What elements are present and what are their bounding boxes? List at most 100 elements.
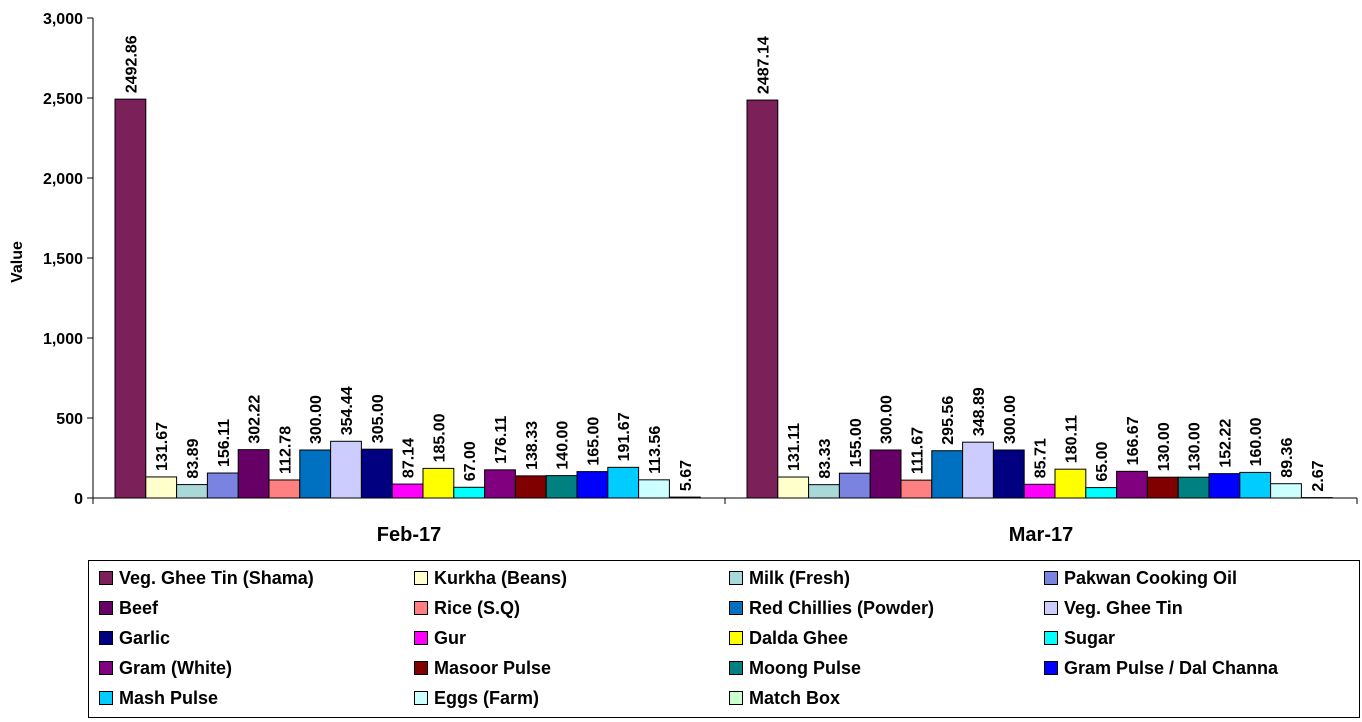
legend-label: Garlic bbox=[119, 627, 171, 648]
bar bbox=[576, 471, 609, 499]
legend-item: Eggs (Farm) bbox=[414, 684, 539, 712]
bar-data-label: 2492.86 bbox=[123, 35, 140, 93]
x-axis: Feb-17 Mar-17 bbox=[92, 497, 1358, 546]
bars bbox=[114, 98, 1333, 499]
bar bbox=[1023, 483, 1056, 499]
bar-data-label: 131.67 bbox=[154, 422, 171, 471]
legend-label: Rice (S.Q) bbox=[434, 597, 521, 618]
bar bbox=[206, 472, 239, 499]
bar-data-label: 5.67 bbox=[678, 460, 695, 491]
bar-data-label: 180.11 bbox=[1063, 415, 1080, 463]
bar bbox=[962, 441, 994, 499]
bar-data-label: 354.44 bbox=[339, 386, 356, 435]
bar-data-label: 83.33 bbox=[817, 439, 834, 479]
bar-data-label: 83.89 bbox=[185, 438, 202, 478]
bar bbox=[299, 449, 332, 499]
bar-chart: 0 500 1,000 1,500 2,000 2,500 3,000 Feb-17 Mar-… bbox=[9, 11, 1358, 546]
bar-data-label: 176.11 bbox=[493, 416, 510, 464]
x-category-label: Feb-17 bbox=[377, 524, 441, 546]
x-category-label: Mar-17 bbox=[1009, 524, 1073, 546]
bar-data-label: 130.00 bbox=[1187, 422, 1204, 471]
bar bbox=[777, 476, 810, 499]
legend-swatch bbox=[99, 571, 113, 585]
y-tick-label: 0 bbox=[74, 491, 83, 508]
bar-data-label: 85.71 bbox=[1033, 438, 1050, 478]
legend-item: Dalda Ghee bbox=[729, 624, 848, 652]
bar-data-label: 140.00 bbox=[555, 421, 572, 470]
y-tick-label: 1,000 bbox=[43, 331, 83, 348]
legend-swatch bbox=[414, 631, 428, 645]
y-tick-label: 1,500 bbox=[43, 251, 83, 268]
legend-swatch bbox=[414, 571, 428, 585]
legend-swatch bbox=[1044, 571, 1058, 585]
bar-data-label: 155.00 bbox=[848, 418, 865, 467]
bar bbox=[869, 449, 902, 499]
bar bbox=[360, 448, 393, 499]
legend-swatch bbox=[729, 571, 743, 585]
legend-item: Mash Pulse bbox=[99, 684, 218, 712]
bar bbox=[838, 472, 871, 499]
legend-item: Garlic bbox=[99, 624, 170, 652]
legend-swatch bbox=[414, 691, 428, 705]
bar-data-label: 113.56 bbox=[647, 426, 664, 474]
legend-swatch bbox=[99, 631, 113, 645]
bar bbox=[1085, 487, 1118, 499]
bar bbox=[237, 449, 270, 499]
legend-item: Milk (Fresh) bbox=[729, 564, 850, 592]
bar bbox=[1054, 468, 1087, 499]
legend-label: Sugar bbox=[1064, 627, 1116, 648]
bar bbox=[607, 466, 640, 499]
data-labels: 2492.86 131.67 83.89 156.11 302.22 112.78 300.… bbox=[123, 35, 1326, 491]
bar bbox=[453, 486, 486, 499]
legend-swatch bbox=[99, 691, 113, 705]
legend-label: Gram (White) bbox=[119, 657, 233, 678]
legend-item: Match Box bbox=[729, 684, 840, 712]
bar-data-label: 300.00 bbox=[308, 395, 325, 444]
legend-item: Kurkha (Beans) bbox=[414, 564, 567, 592]
chart-legend: Veg. Ghee Tin (Shama) Kurkha (Beans) Milk … bbox=[88, 560, 1360, 718]
legend-item: Gram (White) bbox=[99, 654, 232, 682]
legend-item: Masoor Pulse bbox=[414, 654, 551, 682]
legend-label: Kurkha (Beans) bbox=[434, 567, 568, 588]
legend-swatch bbox=[1044, 631, 1058, 645]
legend-label: Match Box bbox=[749, 687, 841, 708]
legend-swatch bbox=[729, 601, 743, 615]
legend-swatch bbox=[1044, 601, 1058, 615]
bar-data-label: 156.11 bbox=[216, 419, 233, 467]
bar-data-label: 111.67 bbox=[909, 427, 926, 474]
legend-swatch bbox=[99, 601, 113, 615]
bar bbox=[545, 475, 578, 499]
legend-swatch bbox=[1044, 661, 1058, 675]
bar-data-label: 160.00 bbox=[1248, 417, 1265, 466]
legend-label: Pakwan Cooking Oil bbox=[1064, 567, 1238, 588]
legend-item: Gram Pulse / Dal Channa bbox=[1044, 654, 1278, 682]
legend-label: Veg. Ghee Tin (Shama) bbox=[119, 567, 314, 588]
legend-label: Gur bbox=[434, 627, 467, 648]
y-tick-label: 500 bbox=[56, 411, 83, 428]
legend-swatch bbox=[414, 601, 428, 615]
bar bbox=[1208, 473, 1241, 499]
bar-data-label: 191.67 bbox=[616, 412, 633, 461]
legend-label: Red Chillies (Powder) bbox=[749, 597, 935, 618]
y-axis-label: Value bbox=[9, 241, 26, 283]
bar bbox=[391, 483, 424, 499]
bar-data-label: 166.67 bbox=[1125, 416, 1142, 465]
bar-data-label: 112.78 bbox=[277, 426, 294, 474]
bar-data-label: 65.00 bbox=[1094, 441, 1111, 481]
legend-item: Pakwan Cooking Oil bbox=[1044, 564, 1237, 592]
bar-data-label: 67.00 bbox=[462, 441, 479, 481]
bar bbox=[900, 479, 933, 499]
legend-label: Beef bbox=[119, 597, 159, 618]
bar bbox=[114, 98, 147, 499]
bar-data-label: 152.22 bbox=[1217, 419, 1234, 468]
bar-data-label: 138.33 bbox=[524, 421, 541, 470]
bar bbox=[145, 476, 178, 499]
legend-swatch bbox=[729, 661, 743, 675]
bar bbox=[808, 484, 840, 499]
bar-data-label: 130.00 bbox=[1156, 422, 1173, 471]
legend-label: Milk (Fresh) bbox=[749, 567, 851, 588]
bar bbox=[638, 479, 670, 499]
bar-data-label: 131.11 bbox=[786, 423, 803, 471]
legend-item: Rice (S.Q) bbox=[414, 594, 520, 622]
bar bbox=[1146, 476, 1179, 499]
